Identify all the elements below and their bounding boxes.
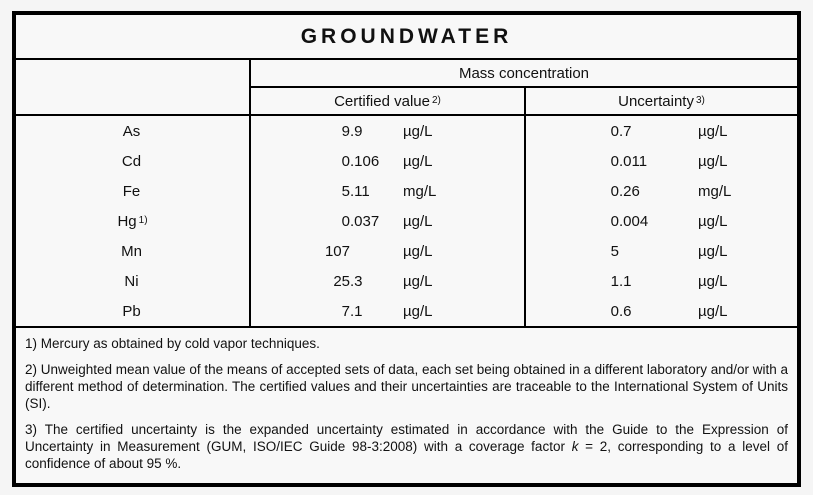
element-symbol: Hg xyxy=(117,212,137,230)
uncertainty-cell: 0.26 mg/L xyxy=(526,176,797,206)
certified-value-int: 9 xyxy=(341,122,350,140)
element-column-corner-cell xyxy=(16,60,251,114)
certified-value-unit: µg/L xyxy=(403,122,433,140)
uncertainty-frac: .011 xyxy=(619,152,648,170)
table-row-mn: Mn 107 µg/L 5 µg/L xyxy=(16,236,797,266)
certified-value-cell: 9.9 µg/L xyxy=(251,116,526,146)
table-title-text: GROUNDWATER xyxy=(300,24,513,48)
element-cell: Hg 1) xyxy=(16,206,251,236)
uncertainty-cell: 0.004 µg/L xyxy=(526,206,797,236)
element-cell: Fe xyxy=(16,176,251,206)
footnote-3-text-post: = 2, corresponding to a level of confide… xyxy=(25,439,788,471)
certified-value-cell: 7.1 µg/L xyxy=(251,296,526,326)
certified-value-int: 5 xyxy=(341,182,350,200)
uncertainty-unit: mg/L xyxy=(698,182,732,200)
uncertainty-int: 0 xyxy=(610,212,619,230)
uncertainty-header-label: Uncertainty xyxy=(618,92,694,110)
certified-value-int: 7 xyxy=(341,302,350,320)
footnote-2: 2) Unweighted mean value of the means of… xyxy=(25,362,788,411)
element-cell: Cd xyxy=(16,146,251,176)
table-body: As 9.9 µg/L 0.7 µg/L Cd 0.106 µg/L 0.011 µg/… xyxy=(16,116,797,328)
uncertainty-int: 0 xyxy=(610,302,619,320)
footnote-3-text-pre: 3) The certified uncertainty is the expa… xyxy=(25,422,788,454)
element-symbol: Cd xyxy=(121,152,142,170)
uncertainty-unit: µg/L xyxy=(698,152,728,170)
uncertainty-frac: .1 xyxy=(619,272,632,290)
uncertainty-cell: 0.011 µg/L xyxy=(526,146,797,176)
certified-value-unit: mg/L xyxy=(403,182,437,200)
mass-concentration-group: Mass concentration Certified value 2) Unc… xyxy=(251,60,797,114)
certified-value-int: 0 xyxy=(341,152,350,170)
certified-value-frac: .106 xyxy=(350,152,380,170)
certified-value-cell: 5.11 mg/L xyxy=(251,176,526,206)
element-cell: Ni xyxy=(16,266,251,296)
group-header-label: Mass concentration xyxy=(458,64,590,82)
uncertainty-int: 0 xyxy=(610,122,619,140)
uncertainty-header: Uncertainty 3) xyxy=(618,92,705,110)
certified-value-unit: µg/L xyxy=(403,272,433,290)
certified-value-header-label: Certified value xyxy=(334,92,430,110)
uncertainty-cell: 1.1 µg/L xyxy=(526,266,797,296)
uncertainty-unit: µg/L xyxy=(698,242,728,260)
certified-value-int: 25 xyxy=(333,272,350,290)
table-title: GROUNDWATER xyxy=(16,15,797,60)
certified-value-frac: .1 xyxy=(350,302,363,320)
uncertainty-cell: 0.7 µg/L xyxy=(526,116,797,146)
footnote-3: 3) The certified uncertainty is the expa… xyxy=(25,421,788,472)
certified-value-cell: 0.037 µg/L xyxy=(251,206,526,236)
certified-value-int: 107 xyxy=(324,242,350,260)
element-symbol: Mn xyxy=(121,242,142,260)
uncertainty-unit: µg/L xyxy=(698,272,728,290)
certified-value-header: Certified value 2) xyxy=(251,88,526,114)
uncertainty-frac: .004 xyxy=(619,212,649,230)
uncertainty-cell: 0.6 µg/L xyxy=(526,296,797,326)
element-cell: Mn xyxy=(16,236,251,266)
uncertainty-int: 1 xyxy=(610,272,619,290)
footnote-3-coverage-factor-symbol: k xyxy=(571,439,579,454)
certified-value-unit: µg/L xyxy=(403,242,433,260)
footnotes-section: 1) Mercury as obtained by cold vapor tec… xyxy=(16,328,797,472)
certified-value-unit: µg/L xyxy=(403,302,433,320)
uncertainty-unit: µg/L xyxy=(698,302,728,320)
uncertainty-int: 5 xyxy=(610,242,619,260)
element-symbol: As xyxy=(122,122,141,140)
table-row-pb: Pb 7.1 µg/L 0.6 µg/L xyxy=(16,296,797,326)
certified-value-cell: 107 µg/L xyxy=(251,236,526,266)
certified-value-frac: .037 xyxy=(350,212,380,230)
uncertainty-cell: 5 µg/L xyxy=(526,236,797,266)
uncertainty-int: 0 xyxy=(610,182,619,200)
uncertainty-unit: µg/L xyxy=(698,122,728,140)
table-row-as: As 9.9 µg/L 0.7 µg/L xyxy=(16,116,797,146)
uncertainty-frac: .26 xyxy=(619,182,640,200)
table-header-band: Mass concentration Certified value 2) Unc… xyxy=(16,60,797,116)
certified-value-unit: µg/L xyxy=(403,212,433,230)
table-row-cd: Cd 0.106 µg/L 0.011 µg/L xyxy=(16,146,797,176)
certified-value-cell: 0.106 µg/L xyxy=(251,146,526,176)
uncertainty-int: 0 xyxy=(610,152,619,170)
element-symbol: Ni xyxy=(124,272,139,290)
element-cell: As xyxy=(16,116,251,146)
table-row-ni: Ni 25.3 µg/L 1.1 µg/L xyxy=(16,266,797,296)
footnote-1: 1) Mercury as obtained by cold vapor tec… xyxy=(25,336,320,351)
certified-value-frac: .11 xyxy=(350,182,370,200)
table-row-fe: Fe 5.11 mg/L 0.26 mg/L xyxy=(16,176,797,206)
certified-value-cell: 25.3 µg/L xyxy=(251,266,526,296)
groundwater-certificate-table: GROUNDWATER Mass concentration Certified… xyxy=(12,11,801,487)
group-header-mass-concentration: Mass concentration xyxy=(251,60,797,88)
element-symbol: Pb xyxy=(122,302,141,320)
certified-value-frac: .9 xyxy=(350,122,363,140)
uncertainty-unit: µg/L xyxy=(698,212,728,230)
certified-value-frac: .3 xyxy=(350,272,363,290)
uncertainty-frac: .6 xyxy=(619,302,632,320)
sub-header-row: Certified value 2) Uncertainty 3) xyxy=(251,88,797,114)
uncertainty-frac: .7 xyxy=(619,122,632,140)
element-cell: Pb xyxy=(16,296,251,326)
certified-value-int: 0 xyxy=(341,212,350,230)
certified-value-unit: µg/L xyxy=(403,152,433,170)
table-row-hg: Hg 1) 0.037 µg/L 0.004 µg/L xyxy=(16,206,797,236)
element-symbol: Fe xyxy=(122,182,141,200)
